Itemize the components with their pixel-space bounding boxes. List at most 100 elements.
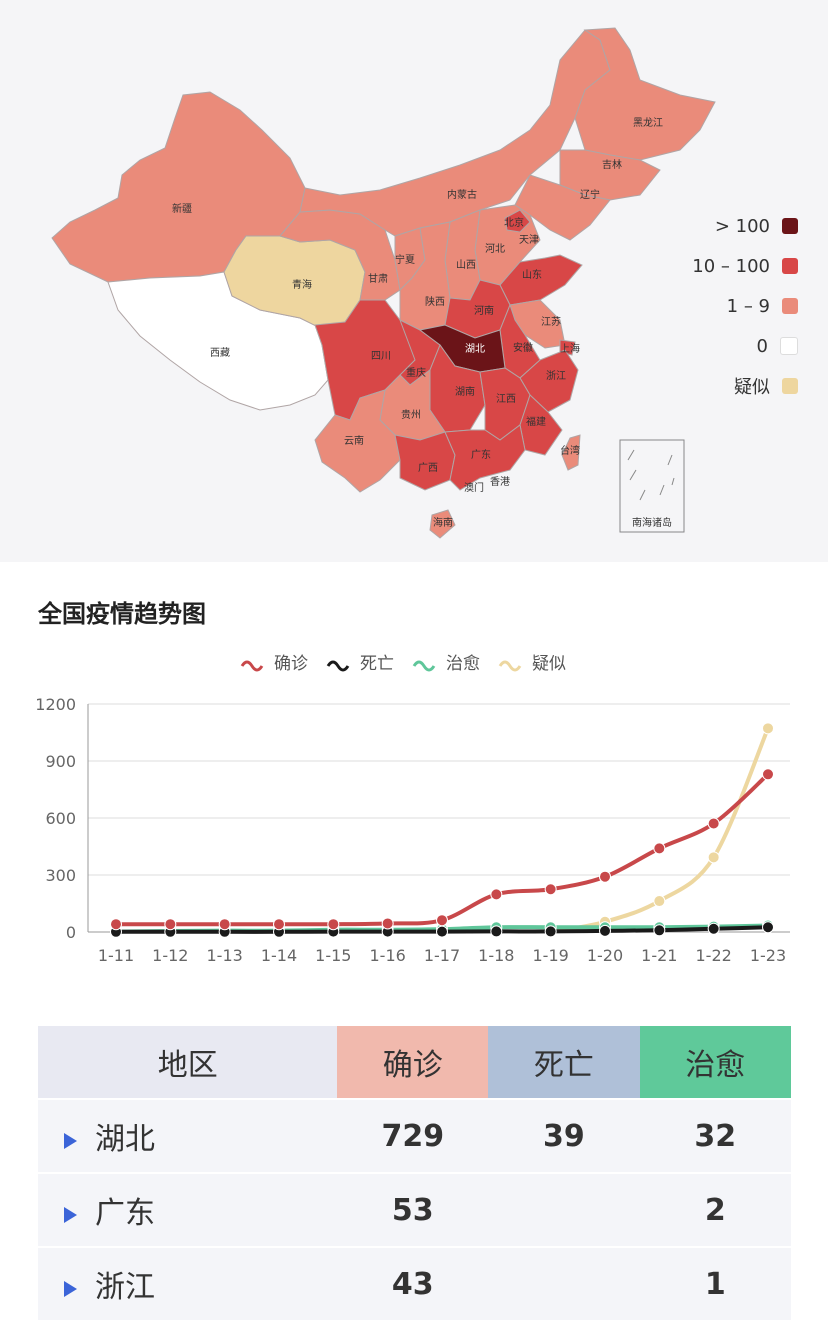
province-label: 西藏 — [210, 347, 230, 359]
province-taiwan[interactable] — [561, 434, 581, 471]
expand-triangle-icon[interactable] — [64, 1280, 77, 1297]
data-point[interactable] — [490, 925, 503, 938]
region-cell[interactable]: 广东 — [38, 1172, 338, 1247]
province-guangxi[interactable] — [394, 431, 456, 491]
province-label: 浙江 — [546, 370, 566, 382]
chart-legend-item[interactable]: 确诊 — [240, 654, 308, 674]
data-point[interactable] — [327, 918, 340, 931]
table-row[interactable]: 浙江 43 1 — [38, 1246, 791, 1320]
region-table: 地区 确诊 死亡 治愈 湖北 729 39 32 广东 53 2 浙江 43 1 — [38, 1026, 791, 1320]
data-point[interactable] — [653, 924, 666, 937]
legend-wave-icon — [326, 660, 350, 672]
data-point[interactable] — [381, 917, 394, 930]
data-point[interactable] — [762, 921, 774, 934]
expand-triangle-icon[interactable] — [64, 1206, 77, 1223]
data-point[interactable] — [707, 817, 720, 830]
chart-legend-item[interactable]: 疑似 — [498, 654, 566, 674]
province-label: 湖南 — [455, 385, 475, 398]
legend-swatch — [782, 298, 798, 314]
data-point[interactable] — [436, 914, 448, 927]
province-label: 山西 — [456, 259, 476, 271]
table-header-cell[interactable]: 治愈 — [639, 1026, 791, 1099]
table-body: 湖北 729 39 32 广东 53 2 浙江 43 1 — [38, 1098, 791, 1320]
data-point[interactable] — [599, 924, 611, 937]
legend-item[interactable]: > 100 — [628, 206, 798, 246]
data-point[interactable] — [490, 888, 503, 901]
data-point[interactable] — [707, 851, 720, 864]
legend-item[interactable]: 0 — [628, 326, 798, 366]
province-label: 广东 — [471, 448, 491, 461]
legend-wave-icon — [498, 660, 522, 672]
data-point[interactable] — [544, 883, 557, 896]
data-point[interactable] — [110, 918, 122, 931]
province-guangdong[interactable] — [444, 424, 526, 491]
table-row[interactable]: 湖北 729 39 32 — [38, 1098, 791, 1173]
province-label: 青海 — [292, 278, 312, 291]
cured-cell: 1 — [639, 1246, 791, 1320]
data-point[interactable] — [653, 842, 666, 855]
y-tick-label: 0 — [66, 923, 76, 942]
chart-legend-item[interactable]: 治愈 — [412, 654, 480, 674]
chart-legend-item[interactable]: 死亡 — [326, 654, 394, 674]
table-row[interactable]: 广东 53 2 — [38, 1172, 791, 1247]
x-tick-label: 1-12 — [152, 946, 188, 965]
legend-label: 0 — [756, 335, 768, 357]
data-point[interactable] — [762, 768, 774, 781]
legend-label: 疑似 — [734, 377, 770, 398]
province-label: 福建 — [526, 415, 546, 428]
province-hainan[interactable] — [429, 509, 456, 539]
province-label: 北京 — [504, 216, 524, 229]
data-point[interactable] — [273, 918, 285, 931]
legend-label: > 100 — [714, 215, 770, 237]
x-tick-label: 1-20 — [587, 946, 623, 965]
x-tick-label: 1-23 — [750, 946, 786, 965]
data-point[interactable] — [544, 925, 557, 938]
chart-legend-label: 确诊 — [274, 654, 308, 674]
province-label: 内蒙古 — [447, 188, 477, 201]
expand-triangle-icon[interactable] — [64, 1132, 77, 1149]
data-point[interactable] — [164, 918, 177, 931]
province-heilongjiang[interactable] — [574, 27, 716, 161]
x-tick-label: 1-18 — [478, 946, 514, 965]
cured-cell: 2 — [639, 1172, 791, 1247]
legend-swatch — [782, 258, 798, 274]
region-cell[interactable]: 浙江 — [38, 1246, 338, 1320]
data-point[interactable] — [762, 722, 774, 735]
legend-item[interactable]: 疑似 — [628, 366, 798, 406]
data-point[interactable] — [436, 925, 448, 938]
province-label: 广西 — [418, 462, 438, 474]
data-point[interactable] — [599, 870, 611, 883]
x-tick-label: 1-19 — [533, 946, 569, 965]
y-tick-label: 300 — [45, 866, 76, 885]
south-china-sea-inset — [619, 439, 685, 533]
data-point[interactable] — [218, 918, 231, 931]
series-line-3 — [548, 726, 770, 934]
region-cell[interactable]: 湖北 — [38, 1098, 338, 1173]
x-tick-label: 1-21 — [641, 946, 677, 965]
province-label: 上海 — [560, 342, 580, 355]
legend-item[interactable]: 1 – 9 — [628, 286, 798, 326]
province-label: 天津 — [519, 234, 539, 246]
province-label: 黑龙江 — [633, 116, 663, 129]
province-beijing[interactable] — [504, 209, 531, 233]
confirmed-cell: 729 — [337, 1098, 489, 1173]
region-name: 广东 — [95, 1196, 155, 1231]
table-header-cell[interactable]: 死亡 — [488, 1026, 640, 1099]
deaths-cell — [488, 1172, 640, 1247]
table-header-cell[interactable]: 地区 — [38, 1026, 338, 1099]
province-label: 江苏 — [541, 315, 561, 328]
legend-label: 10 – 100 — [692, 255, 770, 277]
legend-item[interactable]: 10 – 100 — [628, 246, 798, 286]
data-point[interactable] — [707, 922, 720, 935]
cured-cell: 32 — [639, 1098, 791, 1173]
table-header-cell[interactable]: 确诊 — [337, 1026, 489, 1099]
x-tick-label: 1-16 — [370, 946, 406, 965]
province-label: 辽宁 — [580, 188, 600, 201]
x-tick-label: 1-14 — [261, 946, 297, 965]
chart-legend-label: 治愈 — [446, 654, 480, 674]
province-label: 台湾 — [560, 444, 580, 457]
province-label: 甘肃 — [368, 272, 388, 285]
data-point[interactable] — [653, 895, 666, 908]
trend-line-chart: 确诊 死亡 治愈 疑似 0 300 600 900 1200 1-11 1-12 1-13 1-14 1-… — [35, 654, 790, 965]
